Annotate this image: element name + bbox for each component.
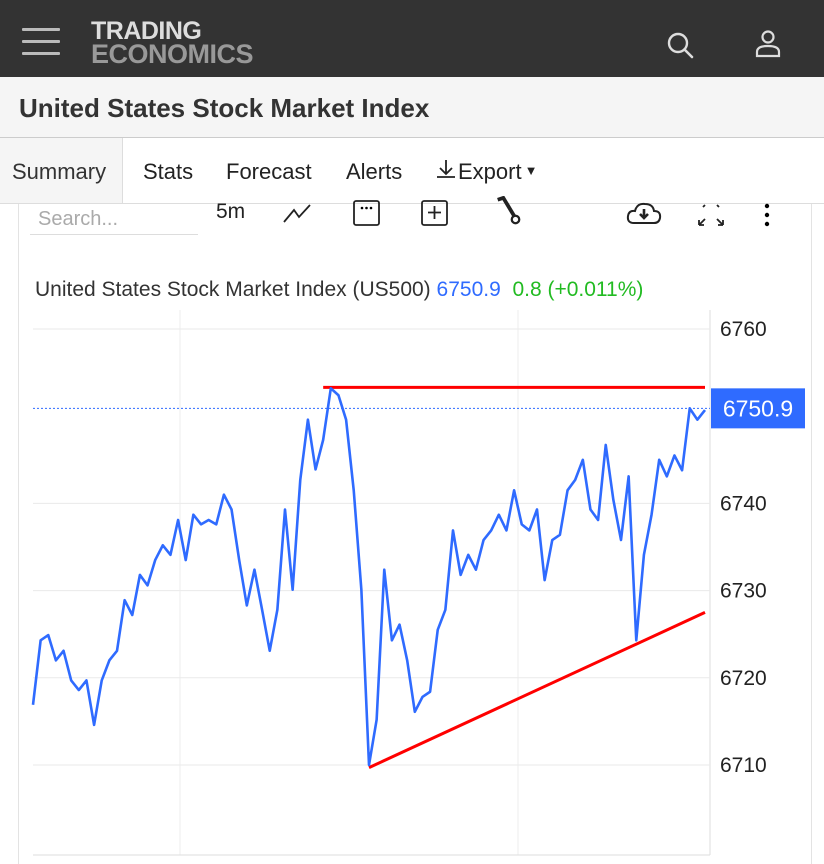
download-icon [434,134,458,202]
cloud-download-icon[interactable] [626,198,662,228]
tab-export[interactable]: Export ▼ [434,138,537,203]
logo[interactable]: TRADING ECONOMICS [91,17,254,69]
trend-line [368,611,706,769]
tab-bar: Summary Stats Forecast Alerts Export ▼ [0,138,824,204]
y-tick-label: 6740 [720,492,767,515]
add-indicator-icon[interactable] [420,198,450,228]
y-tick-label: 6710 [720,754,767,777]
instrument-name: United States Stock Market Index (US500) [35,278,431,301]
interval-selector[interactable]: 5m [216,200,246,223]
last-price-tag [711,388,805,429]
chart-legend: United States Stock Market Index (US500)… [35,278,643,302]
page-title: United States Stock Market Index [19,93,430,123]
price-line [31,386,707,767]
top-bar: TRADING ECONOMICS [0,0,824,77]
price-change: 0.8 (+0.011%) [512,278,644,301]
chart-container [18,204,812,864]
search-input[interactable] [30,204,198,235]
y-tick-label: 6760 [720,318,767,341]
tab-summary[interactable]: Summary [0,138,124,203]
title-bar: United States Stock Market Index [0,77,824,138]
current-price: 6750.9 [436,278,501,301]
line-chart-icon[interactable] [282,200,312,230]
caret-down-icon: ▼ [524,163,538,178]
more-vertical-icon[interactable] [760,200,774,230]
tab-forecast[interactable]: Forecast [226,159,312,184]
calendar-icon[interactable] [352,198,382,228]
menu-icon[interactable] [22,28,60,56]
search-icon[interactable] [664,29,696,61]
user-icon[interactable] [752,28,784,60]
tab-alerts[interactable]: Alerts [346,159,403,184]
tab-stats[interactable]: Stats [143,159,194,184]
last-price-label: 6750.9 [723,395,793,421]
y-tick-label: 6730 [720,580,767,603]
export-label: Export [458,159,522,184]
fullscreen-icon[interactable] [696,200,726,230]
y-tick-label: 6720 [720,667,767,690]
wrench-icon[interactable] [493,196,523,226]
